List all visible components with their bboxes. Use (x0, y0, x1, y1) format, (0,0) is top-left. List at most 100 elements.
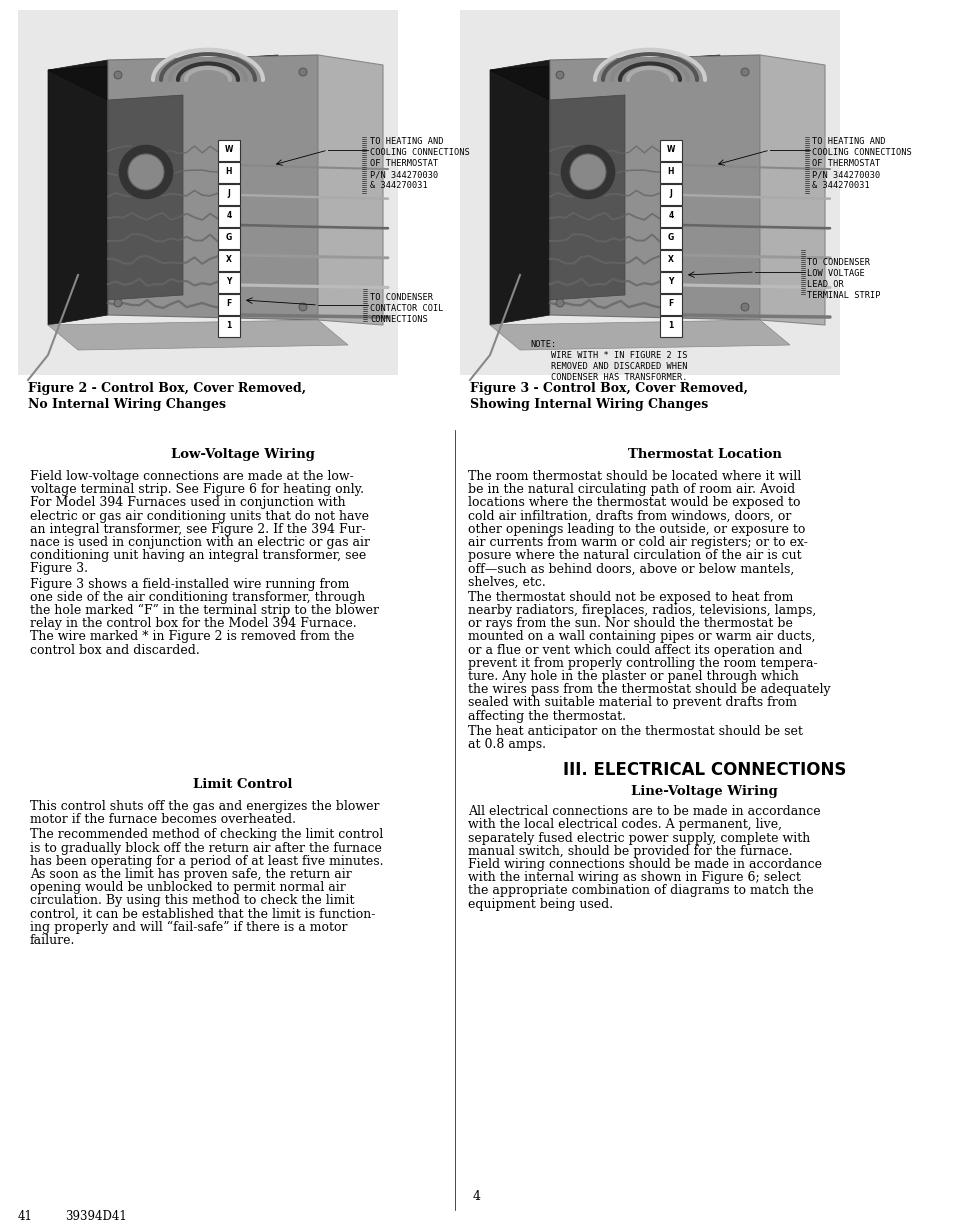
Text: Thermostat Location: Thermostat Location (627, 448, 781, 460)
Circle shape (740, 68, 748, 76)
Polygon shape (48, 60, 108, 325)
Text: Y: Y (668, 278, 673, 286)
Polygon shape (760, 55, 824, 325)
Text: Low-Voltage Wiring: Low-Voltage Wiring (171, 448, 314, 460)
Text: 4: 4 (473, 1190, 480, 1203)
Bar (659, 140, 681, 161)
Bar (218, 184, 240, 205)
Circle shape (113, 298, 122, 307)
Text: X: X (667, 255, 673, 264)
Text: X: X (226, 255, 232, 264)
Bar (218, 162, 240, 183)
Text: conditioning unit having an integral transformer, see: conditioning unit having an integral tra… (30, 549, 366, 562)
Text: W: W (666, 145, 675, 155)
Text: Line-Voltage Wiring: Line-Voltage Wiring (631, 785, 777, 798)
Text: W: W (225, 145, 233, 155)
Text: separately fused electric power supply, complete with: separately fused electric power supply, … (468, 831, 809, 845)
Text: control, it can be established that the limit is function-: control, it can be established that the … (30, 907, 375, 921)
Polygon shape (550, 95, 624, 300)
Bar (218, 271, 240, 293)
Text: manual switch, should be provided for the furnace.: manual switch, should be provided for th… (468, 845, 792, 858)
Text: H: H (667, 167, 674, 177)
Text: Figure 2 - Control Box, Cover Removed,: Figure 2 - Control Box, Cover Removed, (28, 382, 306, 395)
Bar (659, 184, 681, 205)
Text: shelves, etc.: shelves, etc. (468, 576, 545, 588)
Text: As soon as the limit has proven safe, the return air: As soon as the limit has proven safe, th… (30, 868, 352, 880)
Text: Figure 3.: Figure 3. (30, 562, 88, 576)
Text: ing properly and will “fail-safe” if there is a motor: ing properly and will “fail-safe” if the… (30, 921, 347, 935)
Text: electric or gas air conditioning units that do not have: electric or gas air conditioning units t… (30, 510, 369, 523)
Text: Figure 3 - Control Box, Cover Removed,: Figure 3 - Control Box, Cover Removed, (470, 382, 747, 395)
Text: The thermostat should not be exposed to heat from: The thermostat should not be exposed to … (468, 591, 793, 604)
Text: or rays from the sun. Nor should the thermostat be: or rays from the sun. Nor should the the… (468, 618, 792, 630)
Text: III. ELECTRICAL CONNECTIONS: III. ELECTRICAL CONNECTIONS (562, 761, 845, 780)
Circle shape (556, 71, 563, 79)
Text: Figure 3 shows a field-installed wire running from: Figure 3 shows a field-installed wire ru… (30, 577, 349, 591)
Bar (659, 228, 681, 249)
Polygon shape (490, 321, 789, 350)
Circle shape (556, 298, 563, 307)
Text: No Internal Wiring Changes: No Internal Wiring Changes (28, 398, 226, 411)
Text: Limit Control: Limit Control (193, 779, 292, 791)
Text: one side of the air conditioning transformer, through: one side of the air conditioning transfo… (30, 591, 365, 604)
Text: J: J (228, 189, 231, 199)
Text: circulation. By using this method to check the limit: circulation. By using this method to che… (30, 894, 355, 907)
Bar (18, 10, 397, 375)
Text: NOTE:
    WIRE WITH * IN FIGURE 2 IS
    REMOVED AND DISCARDED WHEN
    CONDENSE: NOTE: WIRE WITH * IN FIGURE 2 IS REMOVED… (530, 340, 687, 382)
Text: an integral transformer, see Figure 2. If the 394 Fur-: an integral transformer, see Figure 2. I… (30, 523, 365, 535)
Text: at 0.8 amps.: at 0.8 amps. (468, 738, 545, 752)
Text: ture. Any hole in the plaster or panel through which: ture. Any hole in the plaster or panel t… (468, 670, 798, 683)
Text: opening would be unblocked to permit normal air: opening would be unblocked to permit nor… (30, 882, 345, 894)
Text: the wires pass from the thermostat should be adequately: the wires pass from the thermostat shoul… (468, 683, 830, 696)
Text: sealed with suitable material to prevent drafts from: sealed with suitable material to prevent… (468, 696, 796, 710)
Bar (659, 162, 681, 183)
Polygon shape (490, 60, 550, 325)
Text: 4: 4 (668, 211, 673, 221)
Circle shape (559, 144, 616, 200)
Circle shape (118, 144, 173, 200)
Text: control box and discarded.: control box and discarded. (30, 643, 199, 657)
Text: relay in the control box for the Model 394 Furnace.: relay in the control box for the Model 3… (30, 618, 356, 630)
Text: nace is used in conjunction with an electric or gas air: nace is used in conjunction with an elec… (30, 535, 370, 549)
Bar (659, 206, 681, 227)
Text: F: F (668, 300, 673, 308)
Text: TO HEATING AND
COOLING CONNECTIONS
OF THERMOSTAT
P/N 344270030
& 344270031: TO HEATING AND COOLING CONNECTIONS OF TH… (370, 138, 469, 190)
Text: H: H (226, 167, 232, 177)
Polygon shape (48, 321, 348, 350)
Text: is to gradually block off the return air after the furnace: is to gradually block off the return air… (30, 841, 381, 855)
Text: The heat anticipator on the thermostat should be set: The heat anticipator on the thermostat s… (468, 725, 802, 738)
Bar (218, 228, 240, 249)
Text: For Model 394 Furnaces used in conjunction with: For Model 394 Furnaces used in conjuncti… (30, 496, 345, 510)
Text: air currents from warm or cold air registers; or to ex-: air currents from warm or cold air regis… (468, 535, 807, 549)
Text: with the local electrical codes. A permanent, live,: with the local electrical codes. A perma… (468, 818, 781, 831)
Bar (659, 316, 681, 336)
Text: Field wiring connections should be made in accordance: Field wiring connections should be made … (468, 858, 821, 871)
Text: The wire marked * in Figure 2 is removed from the: The wire marked * in Figure 2 is removed… (30, 630, 354, 643)
Bar (218, 206, 240, 227)
Text: voltage terminal strip. See Figure 6 for heating only.: voltage terminal strip. See Figure 6 for… (30, 483, 364, 496)
Text: prevent it from properly controlling the room tempera-: prevent it from properly controlling the… (468, 657, 817, 669)
Text: TO CONDENSER
LOW VOLTAGE
LEAD OR
TERMINAL STRIP: TO CONDENSER LOW VOLTAGE LEAD OR TERMINA… (806, 258, 880, 301)
Bar (218, 251, 240, 271)
Text: Field low-voltage connections are made at the low-: Field low-voltage connections are made a… (30, 470, 354, 483)
Text: off—such as behind doors, above or below mantels,: off—such as behind doors, above or below… (468, 562, 794, 576)
Text: the hole marked “F” in the terminal strip to the blower: the hole marked “F” in the terminal stri… (30, 604, 378, 618)
Text: Y: Y (226, 278, 232, 286)
Text: the appropriate combination of diagrams to match the: the appropriate combination of diagrams … (468, 884, 813, 898)
Bar (659, 271, 681, 293)
Bar (218, 293, 240, 316)
Polygon shape (108, 95, 183, 300)
Bar (218, 316, 240, 336)
Text: mounted on a wall containing pipes or warm air ducts,: mounted on a wall containing pipes or wa… (468, 630, 815, 643)
Text: All electrical connections are to be made in accordance: All electrical connections are to be mad… (468, 806, 820, 818)
Text: affecting the thermostat.: affecting the thermostat. (468, 710, 625, 722)
Polygon shape (48, 55, 277, 99)
Text: The recommended method of checking the limit control: The recommended method of checking the l… (30, 829, 383, 841)
Text: has been operating for a period of at least five minutes.: has been operating for a period of at le… (30, 855, 383, 868)
Text: This control shuts off the gas and energizes the blower: This control shuts off the gas and energ… (30, 799, 379, 813)
Circle shape (298, 303, 307, 311)
Circle shape (113, 71, 122, 79)
Text: locations where the thermostat would be exposed to: locations where the thermostat would be … (468, 496, 800, 510)
Bar (218, 140, 240, 161)
Text: Showing Internal Wiring Changes: Showing Internal Wiring Changes (470, 398, 707, 411)
